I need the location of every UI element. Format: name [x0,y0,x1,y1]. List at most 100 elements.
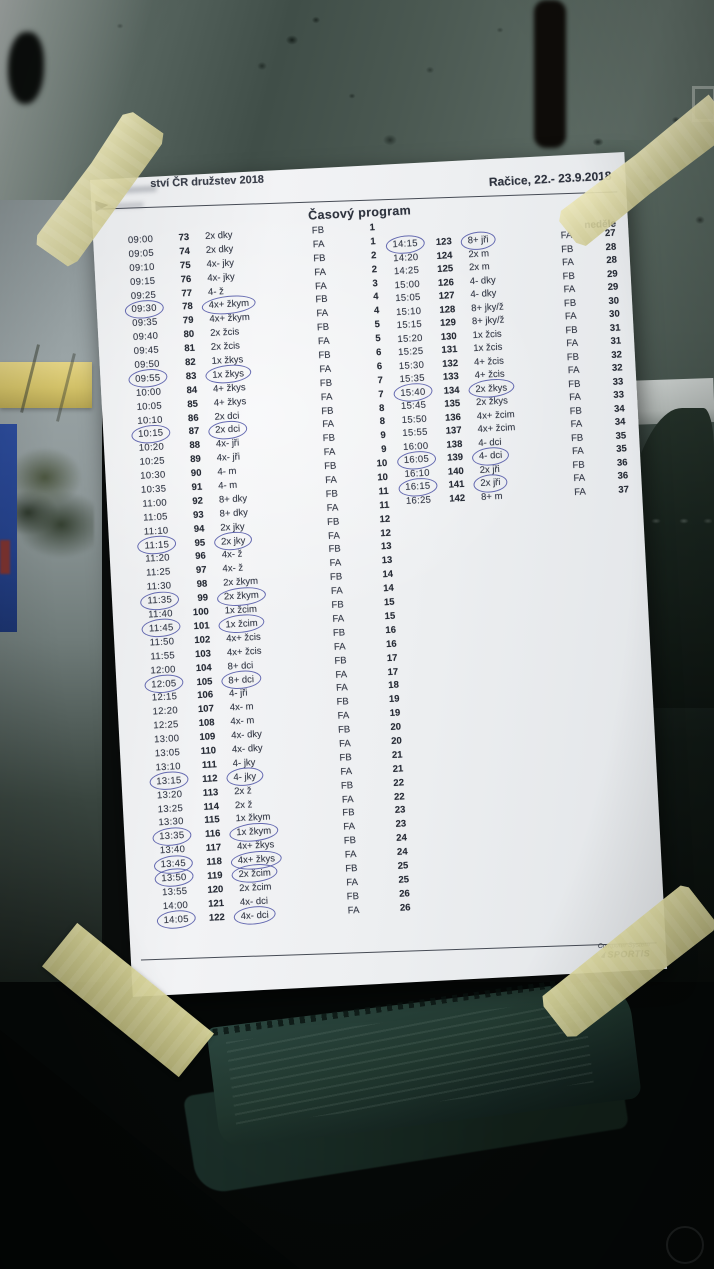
pen-circle: 1x žcim [225,617,258,631]
final-number: 5 [375,333,381,345]
final-number: 32 [611,348,623,361]
start-time: 11:35 [127,593,173,609]
start-time: 14:05 [144,912,190,928]
start-time: 13:50 [141,871,187,887]
final-number: 20 [390,721,402,734]
final-number: 33 [612,375,624,388]
start-time: 11:15 [124,538,170,554]
final-number: 19 [388,693,400,706]
final-number: 15 [383,596,395,609]
pen-circle: 09:30 [131,303,158,316]
final-number: 17 [387,666,399,678]
pen-circle: 2x žcim [238,867,272,881]
final-number: 21 [391,749,403,761]
final-number: 6 [375,347,382,359]
heat-code: FA [347,904,360,917]
location-date: Račice, 22.- 23.9.2018 [488,168,612,190]
start-time: 12:05 [131,677,177,693]
final-number: 29 [607,281,619,294]
heat-code: FA [573,485,587,498]
final-number: 34 [614,416,626,428]
race-number: 142 [449,492,466,505]
final-number: 25 [398,874,410,886]
final-number: 28 [605,241,617,253]
pen-circle: 16:05 [403,453,430,466]
final-number: 28 [606,254,618,267]
final-number: 10 [376,457,388,470]
pen-circle: 10:15 [137,427,164,441]
final-number: 1 [369,222,376,234]
final-number: 11 [378,485,389,498]
final-number: 26 [399,901,411,914]
final-number: 25 [397,860,409,872]
start-time: 16:05 [393,453,430,468]
pen-circle: 13:50 [161,871,187,885]
pen-circle: 2x žkys [475,381,508,395]
final-number: 33 [613,389,625,401]
final-number: 36 [616,456,628,469]
final-number: 24 [396,846,408,858]
final-number: 8 [378,402,385,414]
final-number: 30 [608,294,620,307]
pen-circle: 11:45 [148,622,174,635]
final-number: 15 [384,610,396,623]
pen-circle: 2x žkym [223,589,260,603]
pen-circle: 14:05 [163,913,190,926]
final-number: 23 [394,804,406,817]
start-time: 15:40 [389,385,426,400]
pen-circle: 4x+ žkym [208,298,250,312]
pen-circle: 1x žkys [212,368,245,381]
pen-circle: 15:40 [400,386,426,399]
final-number: 22 [393,777,405,789]
boat-class: 4x- dci [240,905,333,924]
pen-circle: 11:35 [147,594,173,607]
final-number: 13 [380,541,392,553]
pen-circle: 12:05 [150,677,177,690]
blue-post [0,424,17,632]
footer-rule [140,942,657,961]
event-title: ství ČR družstev 2018 [150,173,265,191]
final-number: 9 [380,430,387,442]
final-number: 23 [395,818,407,831]
final-number: 17 [386,652,398,664]
schedule-column-left: 09:00 73 2x dky FB 1 09:05 74 2x dky FA 1 09:10 75 4… [108,221,414,929]
schedule-column-right: 14:15 123 8+ jři FA 27 14:20 124 2x m FB 28 14:25 1… [381,226,631,508]
final-number: 12 [380,527,392,539]
final-number: 6 [376,360,383,373]
start-time: 11:45 [128,621,174,637]
final-number: 7 [377,374,384,387]
start-time: 16:15 [394,480,431,495]
bushes [12,442,94,560]
pen-circle: 4- jky [233,770,257,784]
start-time: 10:15 [118,427,164,443]
pen-circle: 11:15 [144,538,170,552]
pen-circle: 09:55 [134,372,161,385]
pen-circle: 16:15 [404,480,431,493]
final-number: 32 [611,362,623,374]
schedule-paper: ství ČR družstev 2018 Račice, 22.- 23.9.… [90,152,668,997]
final-number: 35 [615,429,627,442]
race-number: 122 [208,911,226,924]
final-number: 3 [372,277,379,289]
window-view-left [0,200,102,1000]
final-number: 22 [393,790,405,803]
pen-circle: 1x žkym [236,825,272,839]
pen-circle: 13:15 [156,774,182,788]
final-number: 37 [618,483,630,496]
pen-circle: 14:15 [392,237,419,251]
start-time: 14:15 [381,237,418,252]
start-time: 09:30 [112,302,158,318]
pen-circle: 2x dci [215,423,241,437]
final-number: 20 [390,735,403,747]
final-number: 31 [610,335,622,347]
red-mark [0,540,10,574]
pen-circle: 2x jři [480,476,501,489]
yellow-beam [0,362,92,408]
pen-circle: 8+ jři [467,234,489,247]
final-number: 8 [379,416,386,428]
final-number: 29 [606,268,618,280]
pen-circle: 4- dci [478,449,503,463]
final-number: 10 [377,471,389,484]
pen-circle: 2x jky [220,534,246,548]
